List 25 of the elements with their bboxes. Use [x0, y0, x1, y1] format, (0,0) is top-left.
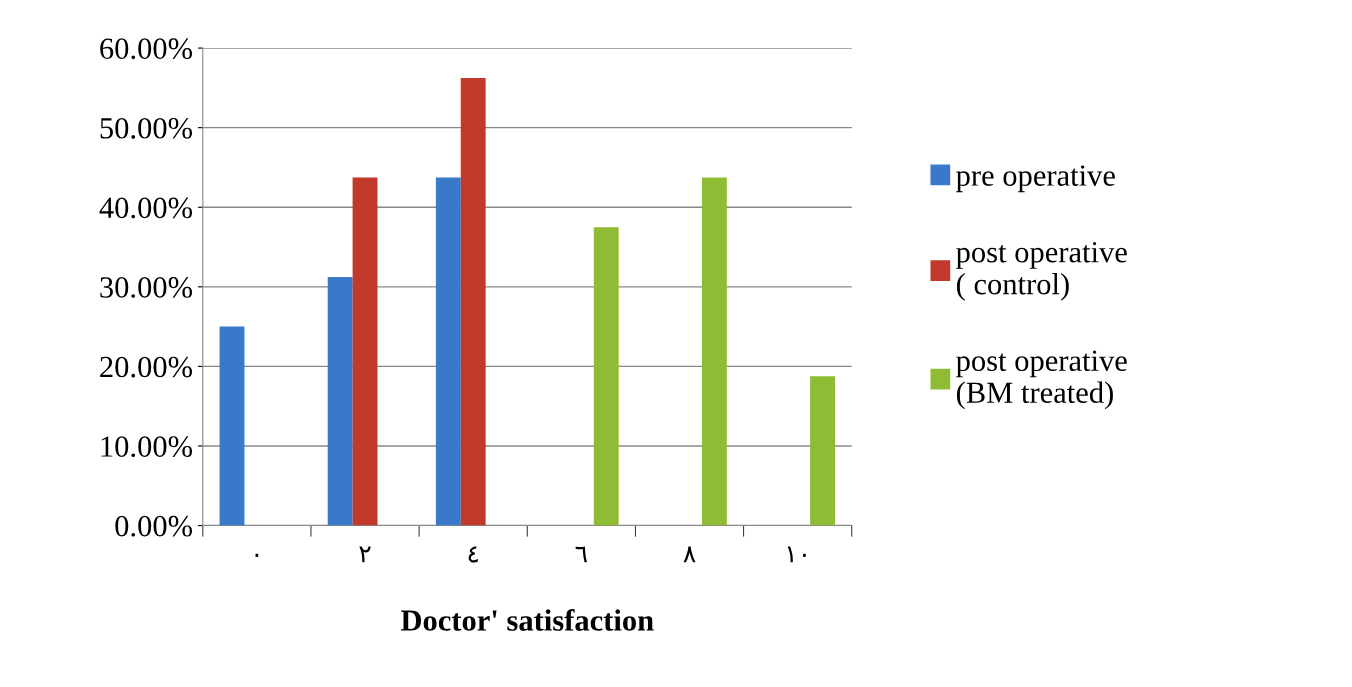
- y-tick-label: 10.00%: [101, 436, 193, 458]
- y-tick-label: 30.00%: [100, 277, 193, 298]
- y-tick-label: 50.00%: [100, 117, 193, 139]
- bar: [352, 177, 378, 526]
- legend-label: post operative (BM treated): [956, 350, 1127, 410]
- bar: [460, 77, 486, 526]
- bar: [219, 326, 245, 526]
- legend-label: pre operative: [956, 165, 1115, 193]
- bar: [593, 227, 619, 526]
- x-tick-label: ٦: [575, 546, 587, 563]
- x-tick-label: ٢: [359, 546, 371, 563]
- bar: [435, 177, 461, 526]
- bar: [327, 276, 353, 526]
- legend-label: post operative ( control): [956, 241, 1127, 301]
- y-tick-label: 0.00%: [115, 515, 193, 537]
- x-tick-label: ٤: [468, 546, 478, 563]
- bar: [810, 376, 835, 526]
- x-tick-label: ٠: [255, 553, 259, 557]
- x-tick-label: ١٠: [787, 546, 806, 563]
- y-tick-label: 20.00%: [100, 356, 193, 378]
- y-tick-label: 40.00%: [99, 197, 193, 219]
- y-tick-label: 60.00%: [100, 38, 193, 60]
- bar: [701, 177, 727, 526]
- x-axis-title: Doctor' satisfaction: [400, 609, 654, 631]
- x-tick-label: ٨: [683, 546, 696, 563]
